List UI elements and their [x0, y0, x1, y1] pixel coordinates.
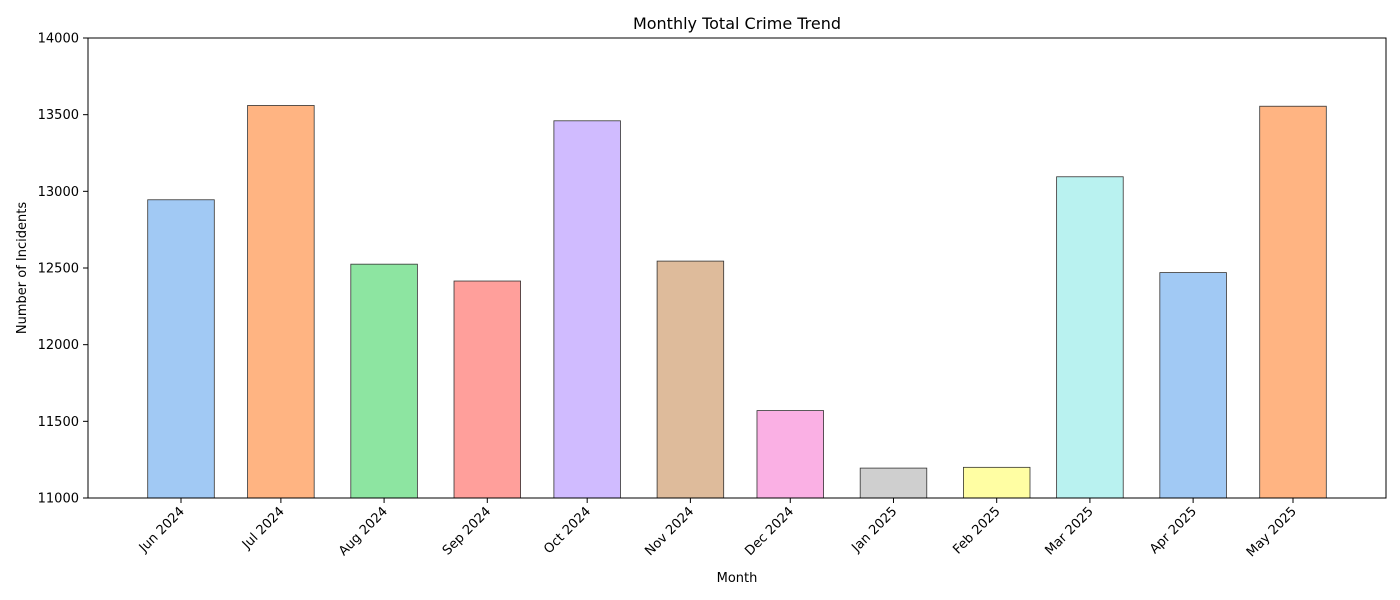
bar-oct-2024 — [553, 120, 621, 499]
y-axis-label: Number of Incidents — [15, 202, 30, 334]
bar-may-2025 — [1259, 105, 1327, 499]
bars-group — [147, 105, 1327, 499]
x-tick-label: Feb 2025 — [950, 504, 1003, 557]
bar-mar-2025 — [1056, 176, 1124, 499]
y-tick-label: 11500 — [38, 415, 79, 430]
bar-aug-2024 — [350, 263, 418, 499]
x-tick-label: Dec 2024 — [742, 504, 797, 559]
x-tick-label: Aug 2024 — [336, 504, 391, 559]
y-tick-label: 13000 — [38, 185, 79, 200]
bar-feb-2025 — [963, 466, 1031, 499]
y-tick-label: 11000 — [38, 492, 79, 507]
x-tick-label: Nov 2024 — [642, 504, 697, 559]
x-axis-ticks: Jun 2024 Jul 2024 Aug 2024 Sep 2024 Oct 2024… — [136, 498, 1300, 560]
x-tick-label: Apr 2025 — [1147, 504, 1200, 557]
y-tick-label: 12500 — [38, 262, 79, 277]
y-tick-label: 12000 — [38, 338, 79, 353]
x-tick-label: Oct 2024 — [541, 504, 594, 557]
x-tick-label: Sep 2024 — [440, 504, 494, 558]
x-tick-label: May 2025 — [1244, 504, 1300, 560]
chart-title: Monthly Total Crime Trend — [633, 14, 841, 33]
x-tick-label: Mar 2025 — [1042, 504, 1096, 558]
plot-frame — [87, 37, 1387, 499]
bar-jan-2025 — [859, 467, 928, 499]
x-tick-label: Jan 2025 — [849, 504, 901, 556]
bar-dec-2024 — [756, 410, 824, 499]
bar-jul-2024 — [247, 105, 315, 499]
y-axis-ticks: 11000 11500 12000 12500 13000 13500 14000 — [38, 32, 88, 507]
bar-sep-2024 — [453, 280, 522, 499]
x-tick-label: Jun 2024 — [136, 504, 188, 556]
y-tick-label: 14000 — [38, 32, 79, 47]
bar-apr-2025 — [1159, 272, 1227, 499]
bar-jun-2024 — [147, 199, 215, 499]
bar-nov-2024 — [656, 260, 725, 499]
y-tick-label: 13500 — [38, 108, 79, 123]
x-axis-label: Month — [717, 571, 758, 586]
x-tick-label: Jul 2024 — [239, 504, 288, 553]
